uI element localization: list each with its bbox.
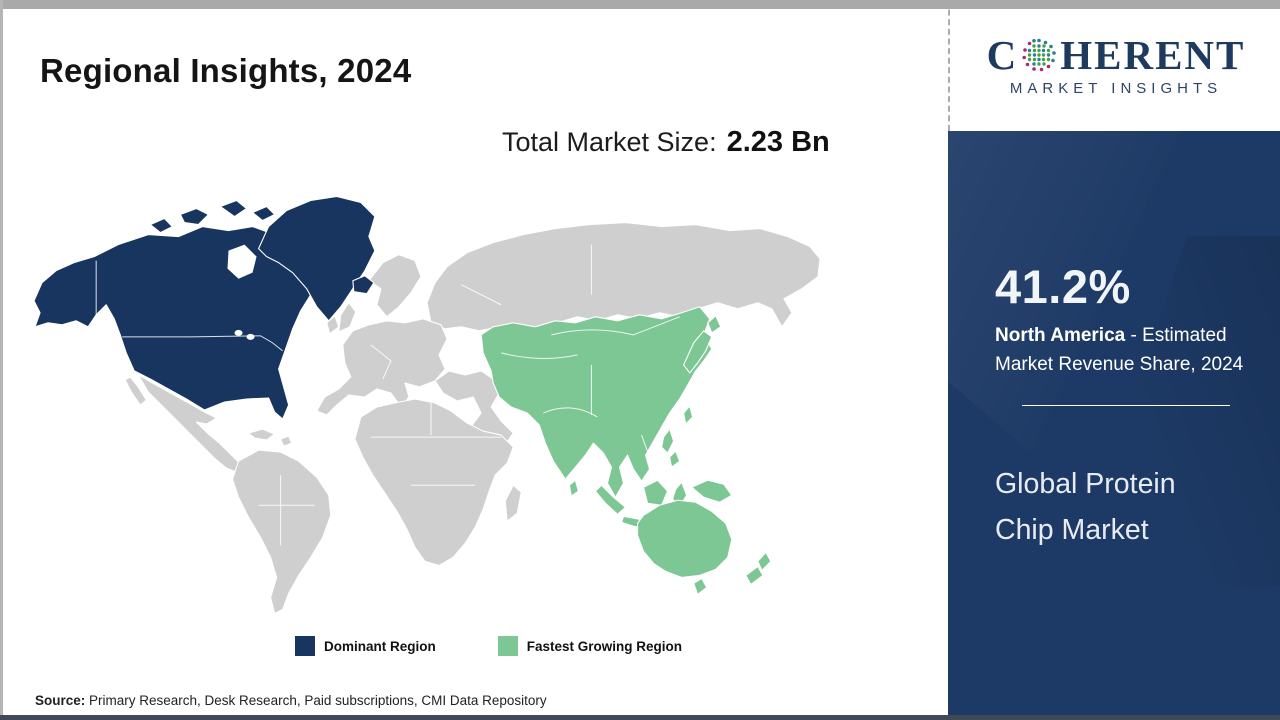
legend-item-fastest: Fastest Growing Region [497, 636, 683, 656]
legend-item-dominant: Dominant Region [295, 636, 436, 656]
map-legend: Dominant Region Fastest Growing Region [295, 636, 682, 656]
brand-letters-rest: HERENT [1060, 31, 1246, 78]
region-asia-pacific [480, 306, 772, 596]
legend-label: Dominant Region [324, 638, 436, 654]
source-text: Primary Research, Desk Research, Paid su… [85, 693, 547, 708]
world-map-svg [33, 195, 821, 615]
world-map [30, 183, 822, 617]
brand-wordmark: C HERENT [986, 31, 1246, 78]
highlight-sidebar: 41.2% North America - Estimated Market R… [948, 131, 1280, 715]
bottom-frame-bar [0, 715, 1280, 720]
market-share-value: 41.2% [995, 260, 1131, 313]
region-north-america [33, 195, 376, 420]
total-market-size: Total Market Size: 2.23 Bn [502, 126, 830, 159]
fastest-growing-region-swatch-icon [497, 636, 518, 656]
legend-label: Fastest Growing Region [526, 638, 683, 654]
hudson-bay-and-lakes [227, 244, 257, 340]
market-name: Global Protein Chip Market [995, 468, 1176, 547]
market-share-description: North America - Estimated Market Revenue… [995, 322, 1257, 379]
source-line: Source: Primary Research, Desk Research,… [35, 693, 547, 708]
country-borders [95, 244, 680, 546]
brand-subtitle: MARKET INSIGHTS [1009, 79, 1223, 97]
source-label: Source: [35, 693, 86, 708]
market-share-desc-text: - Estimated Market Revenue Share, 2024 [995, 325, 1244, 375]
left-frame-bar [0, 0, 3, 720]
market-share-stat: 41.2% North America - Estimated Market R… [995, 259, 1257, 414]
brand-letter-c: C [986, 31, 1019, 78]
page-title: Regional Insights, 2024 [40, 52, 412, 90]
top-frame-bar [0, 0, 1280, 9]
stat-divider [1022, 405, 1230, 406]
total-market-size-label: Total Market Size: [502, 127, 717, 157]
market-share-region: North America [995, 325, 1126, 346]
total-market-size-value: 2.23 Bn [726, 126, 830, 158]
dotted-globe-icon [1022, 38, 1057, 72]
region-rest-of-world [124, 222, 821, 615]
dominant-region-swatch-icon [295, 636, 315, 656]
brand-logo: C HERENT MARKET INSIG [948, 0, 1280, 131]
